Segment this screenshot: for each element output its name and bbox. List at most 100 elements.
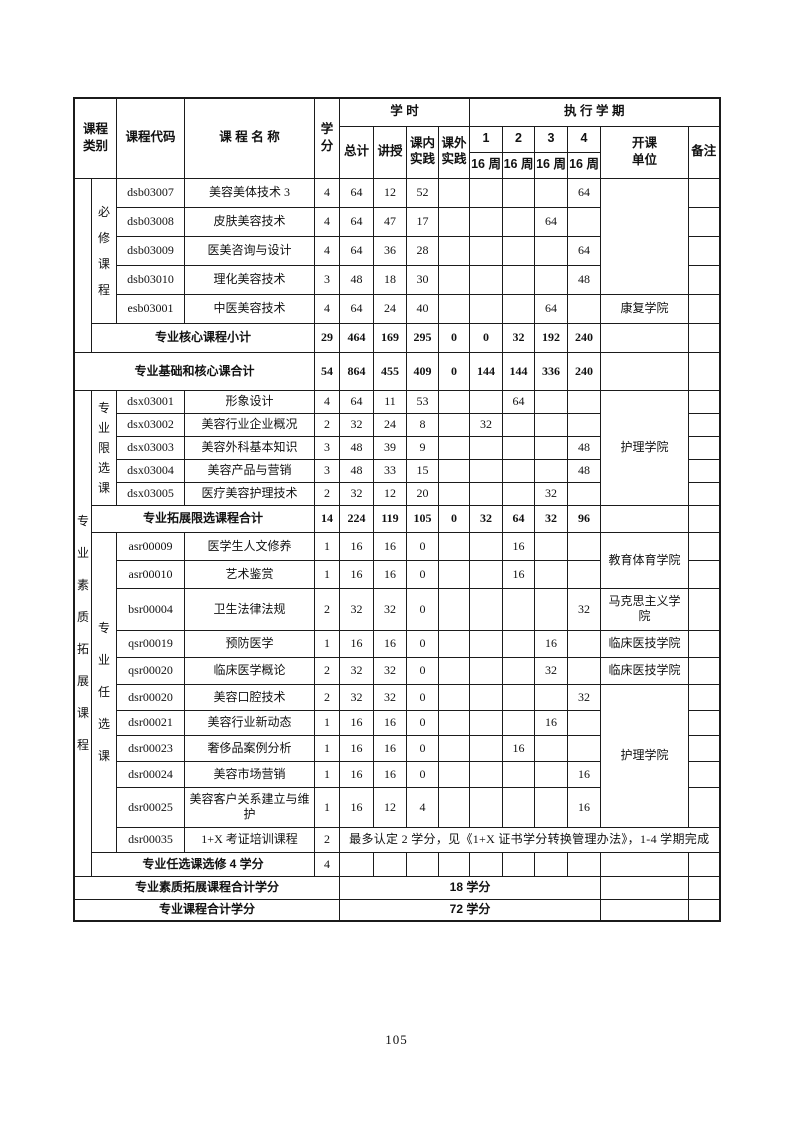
- cell-hours-lecture: 24: [373, 412, 408, 437]
- cell-hours-lecture: 39: [373, 435, 408, 460]
- cell-sem-2: [502, 709, 536, 736]
- cell-sem-4: 16: [567, 760, 602, 788]
- cell-credits: 1: [314, 734, 341, 762]
- header-sem-3: 3: [534, 125, 569, 153]
- cell-hours-in-practice: 4: [406, 786, 440, 828]
- cell-hours-in-practice: 30: [406, 264, 440, 295]
- cell-sem-3: 192: [534, 322, 569, 353]
- header-sem-1: 1: [469, 125, 504, 153]
- cell-code: dsb03009: [116, 235, 186, 266]
- cell-hours-in-practice: 52: [406, 177, 440, 208]
- header-hours-group: 学 时: [339, 97, 471, 127]
- cell-hours-total: 64: [339, 293, 375, 324]
- cell-sem-3: [534, 734, 569, 762]
- cell-sem-1: 32: [469, 504, 504, 533]
- header-sem-4-weeks: 16 周: [567, 151, 602, 179]
- cell-hours-total: 64: [339, 389, 375, 414]
- cell-hours-lecture: 12: [373, 481, 408, 506]
- cell-hours-out-practice: [438, 709, 471, 736]
- cell-hours-lecture: 47: [373, 206, 408, 237]
- course-row: dsr00021 美容行业新动态 1 16 16 0 16: [74, 709, 721, 736]
- cell-note: [688, 412, 721, 437]
- cell-sem-2: [502, 264, 536, 295]
- cell-hours-lecture: 16: [373, 629, 408, 658]
- cell-note: [688, 629, 721, 658]
- cell-sem-3: 32: [534, 481, 569, 506]
- cell-sem-4: 32: [567, 683, 602, 711]
- cell-hours-lecture: 169: [373, 322, 408, 353]
- cell-note: [688, 656, 721, 685]
- cell-hours-total: 32: [339, 587, 375, 631]
- cell-hours-out-practice: [438, 629, 471, 658]
- cell-code: dsr00020: [116, 683, 186, 711]
- cell-hours-out-practice: [438, 559, 471, 589]
- grand-total-row: 专业基础和核心课合计 54 864 455 409 0 144 144 336 240: [73, 351, 721, 391]
- cell-sem-1: [469, 481, 504, 506]
- cell-hours-total: 64: [339, 206, 375, 237]
- cell-credits: 29: [314, 322, 341, 353]
- cell-code: esb03001: [116, 293, 186, 324]
- cell-code: qsr00019: [116, 629, 186, 658]
- cell-unit: [600, 875, 690, 900]
- cell-sem-1: [469, 264, 504, 295]
- cell-hours-out-practice: [438, 412, 471, 437]
- cell-hours-total: 464: [339, 322, 375, 353]
- cell-course-name: 临床医学概论: [184, 656, 316, 685]
- cell-sem-2: [502, 629, 536, 658]
- cell-sem-4: 48: [567, 458, 602, 483]
- course-row: dsr00035 1+X 考证培训课程 2 最多认定 2 学分，见《1+X 证书学分转…: [74, 826, 721, 853]
- cell-course-name: 艺术鉴赏: [184, 559, 316, 589]
- cell-credits: 2: [314, 412, 341, 437]
- cell-hours-in-practice: 20: [406, 481, 440, 506]
- cell-hours-total: 64: [339, 177, 375, 208]
- grand-total-label: 专业基础和核心课合计: [73, 351, 316, 391]
- cell-hours-out-practice: [438, 587, 471, 631]
- cell-sem-2: [502, 293, 536, 324]
- header-credits: 学分: [314, 97, 341, 179]
- header-category: 课程类别: [73, 97, 118, 179]
- cell-unit: [600, 322, 690, 353]
- cell-hours-lecture: 32: [373, 587, 408, 631]
- cell-credits: 2: [314, 683, 341, 711]
- cell-credits: 4: [314, 293, 341, 324]
- cell-hours-lecture: 16: [373, 760, 408, 788]
- cell-hours-in-practice: 17: [406, 206, 440, 237]
- header-hours-out-practice: 课外实践: [438, 125, 471, 179]
- cell-sem-3: 16: [534, 629, 569, 658]
- cell-sem-3: [534, 177, 569, 208]
- cell-hours-lecture: 455: [373, 351, 408, 391]
- course-row: qsr00020 临床医学概论 2 32 32 0 32 临床医技学院: [74, 656, 721, 685]
- cell-note: [688, 683, 721, 711]
- header-name: 课 程 名 称: [184, 97, 316, 179]
- cell-code: asr00010: [116, 559, 186, 589]
- cell-sem-1: [469, 734, 504, 762]
- credit-total-value: 72 学分: [339, 898, 602, 922]
- credit-total-row: 专业素质拓展课程合计学分 18 学分: [73, 875, 721, 900]
- cell-hours-lecture: 16: [373, 531, 408, 561]
- cell-course-name: 美容美体技术 3: [184, 177, 316, 208]
- cell-hours-total: 16: [339, 531, 375, 561]
- cell-sem-4: [567, 629, 602, 658]
- credit-total-label: 专业课程合计学分: [73, 898, 341, 922]
- course-row: dsx03004 美容产品与营销 3 48 33 15 48: [74, 458, 721, 483]
- course-row: 必修课程 dsb03007 美容美体技术 3 4 64 12 52 64: [73, 177, 721, 353]
- cell-hours-lecture: 119: [373, 504, 408, 533]
- cell-sem-1: [469, 206, 504, 237]
- cell-sem-1: 144: [469, 351, 504, 391]
- cell-sem-4: 96: [567, 504, 602, 533]
- cell-sem-4: [567, 206, 602, 237]
- cell-note: [688, 293, 721, 324]
- cell-sem-2: 64: [502, 389, 536, 414]
- cell-empty: [373, 851, 408, 877]
- cell-note: [688, 531, 721, 561]
- cell-sem-1: [469, 760, 504, 788]
- cell-hours-total: 48: [339, 435, 375, 460]
- cell-hours-lecture: 33: [373, 458, 408, 483]
- cell-code: dsr00021: [116, 709, 186, 736]
- header-hours-in-practice: 课内实践: [406, 125, 440, 179]
- cell-hours-out-practice: [438, 481, 471, 506]
- cell-note: [688, 235, 721, 266]
- cell-note: [688, 264, 721, 295]
- cell-hours-lecture: 24: [373, 293, 408, 324]
- cell-empty: [567, 851, 602, 877]
